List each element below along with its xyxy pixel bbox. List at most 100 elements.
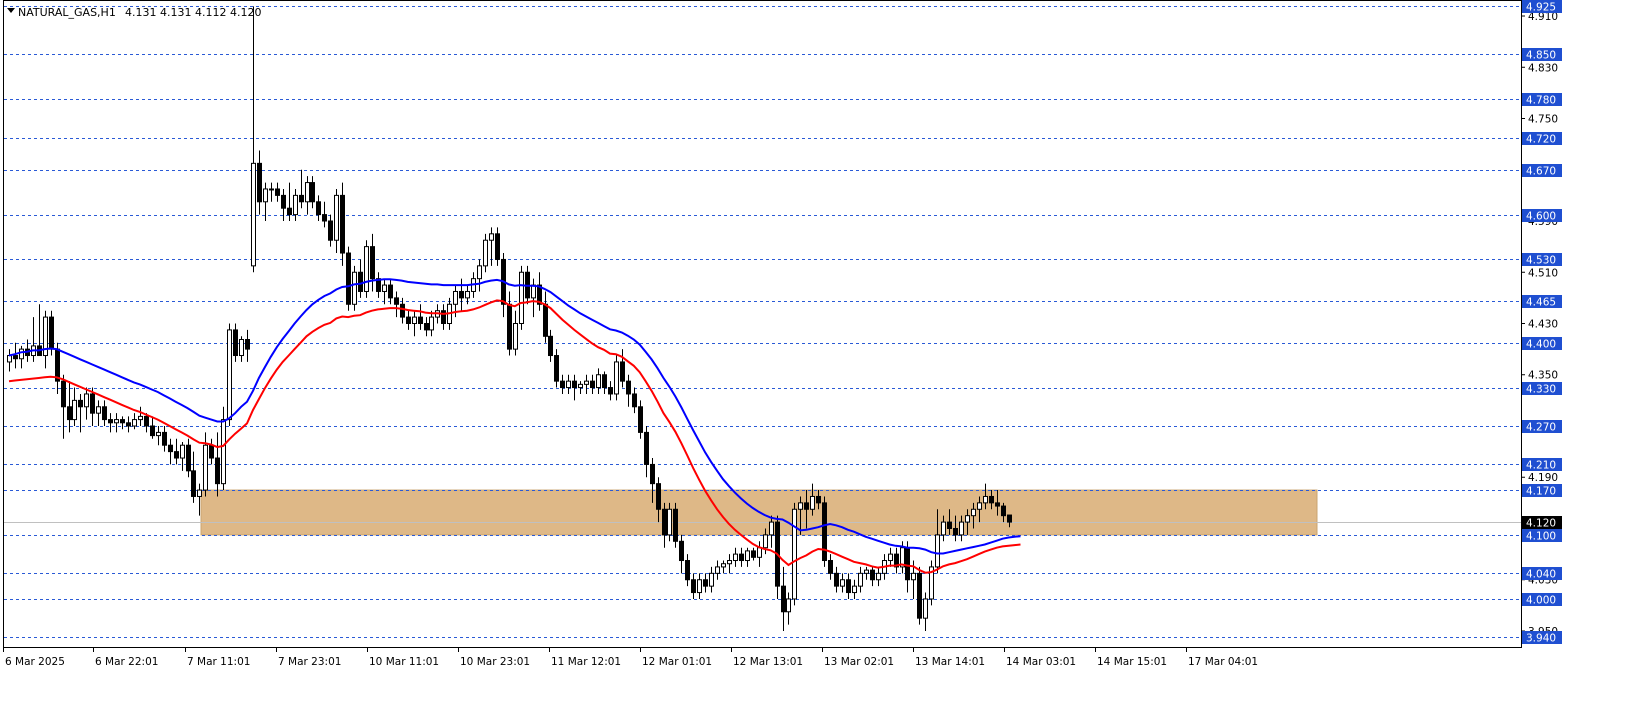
candle-body-bear — [287, 207, 292, 216]
price-axis-label: 4.830 — [1528, 62, 1558, 74]
candle-body-bear — [989, 495, 994, 504]
candle — [13, 342, 18, 369]
candle-body-bull — [852, 585, 857, 594]
level-price-tag-bg — [1522, 132, 1562, 145]
candle-body-bear — [495, 233, 500, 260]
candle-body-bull — [43, 316, 48, 357]
candle — [465, 285, 470, 305]
level-price-tag-text: 4.330 — [1526, 384, 1556, 396]
candle — [90, 387, 95, 426]
candle-body-bull — [132, 419, 137, 427]
candle — [614, 355, 619, 401]
candle-body-bear — [441, 310, 446, 324]
candle-body-bull — [923, 598, 928, 619]
current-price-tag-text: 4.120 — [1526, 518, 1556, 530]
candle — [370, 233, 375, 292]
candle — [61, 374, 66, 439]
candle-body-bear — [995, 502, 1000, 507]
candle-body-bear — [162, 431, 167, 446]
candle — [989, 490, 994, 510]
candle-body-bear — [233, 329, 238, 357]
candle — [96, 400, 101, 426]
candle-body-bear — [340, 194, 345, 254]
symbol-dropdown-triangle-icon[interactable] — [7, 8, 15, 13]
level-price-tag-bg — [1522, 295, 1562, 308]
time-axis-label: 17 Mar 04:01 — [1188, 656, 1258, 668]
candle-body-bull — [519, 271, 524, 324]
candle-body-bear — [620, 361, 625, 382]
candle-body-bull — [429, 316, 434, 331]
time-axis-label: 14 Mar 15:01 — [1097, 656, 1167, 668]
candle — [293, 188, 298, 222]
candle-body-bull — [19, 348, 24, 360]
candle — [233, 323, 238, 362]
candle — [150, 416, 155, 439]
candle — [156, 425, 161, 446]
candle-body-bear — [120, 419, 125, 424]
candle-body-bear — [554, 355, 559, 382]
candle-body-bear — [174, 451, 179, 459]
candle-body-bull — [477, 265, 482, 280]
candle-body-bear — [691, 579, 696, 594]
current-price-tag-bg — [1522, 516, 1562, 529]
candle — [186, 438, 191, 478]
candle — [733, 547, 738, 567]
price-axis-label: 4.430 — [1528, 319, 1558, 331]
candle-body-bear — [78, 399, 83, 408]
candle-body-bull — [382, 284, 387, 292]
candle — [489, 227, 494, 266]
candle-body-bear — [947, 521, 952, 529]
candle — [745, 547, 750, 567]
candle — [667, 502, 672, 542]
candle-body-bull — [156, 431, 161, 437]
candle-body-bull — [941, 521, 946, 536]
candle — [810, 483, 815, 516]
candle-body-bear — [90, 393, 95, 414]
candle — [537, 272, 542, 311]
candle-body-bull — [840, 579, 845, 587]
candle — [715, 560, 720, 580]
candle-body-bear — [650, 463, 655, 485]
candle-body-bear — [1007, 514, 1012, 523]
time-axis-label: 13 Mar 14:01 — [915, 656, 985, 668]
candle — [816, 490, 821, 510]
candle — [227, 323, 232, 426]
level-price-tag-text: 4.925 — [1526, 2, 1556, 14]
candle-body-bull — [900, 547, 905, 568]
time-axis[interactable]: 6 Mar 2025 6 Mar 22:01 7 Mar 11:01 7 Mar 23… — [3, 647, 1259, 668]
candle-body-bear — [13, 355, 18, 360]
time-axis-label: 13 Mar 02:01 — [824, 656, 894, 668]
candle-body-bull — [531, 284, 536, 299]
candle-body-bull — [935, 534, 940, 568]
candle-body-bear — [191, 470, 196, 497]
candle — [400, 297, 405, 324]
level-price-tag-bg — [1522, 458, 1562, 471]
candle-body-bull — [596, 374, 601, 389]
candle — [519, 265, 524, 330]
candle-body-bear — [406, 316, 411, 324]
candle-body-bear — [376, 278, 381, 292]
level-price-tag-text: 4.040 — [1526, 569, 1556, 581]
candle — [299, 169, 304, 209]
candle — [1007, 514, 1012, 528]
candle-body-bear — [394, 297, 399, 305]
candle — [739, 547, 744, 567]
level-price-tag-bg — [1522, 253, 1562, 266]
candle-body-bull — [763, 534, 768, 549]
candle — [144, 413, 149, 433]
candle-body-bull — [96, 406, 101, 414]
candle — [459, 278, 464, 311]
candle-body-bull — [614, 361, 619, 395]
candle — [180, 442, 185, 471]
candle — [310, 176, 315, 209]
candle — [316, 195, 321, 222]
candle-body-bear — [602, 374, 607, 389]
candle-body-bull — [667, 508, 672, 536]
candle-body-bull — [180, 444, 185, 459]
candle-body-bear — [328, 220, 333, 241]
candle — [174, 438, 179, 465]
candle — [132, 413, 137, 430]
candle — [245, 329, 250, 362]
candle — [406, 310, 411, 330]
